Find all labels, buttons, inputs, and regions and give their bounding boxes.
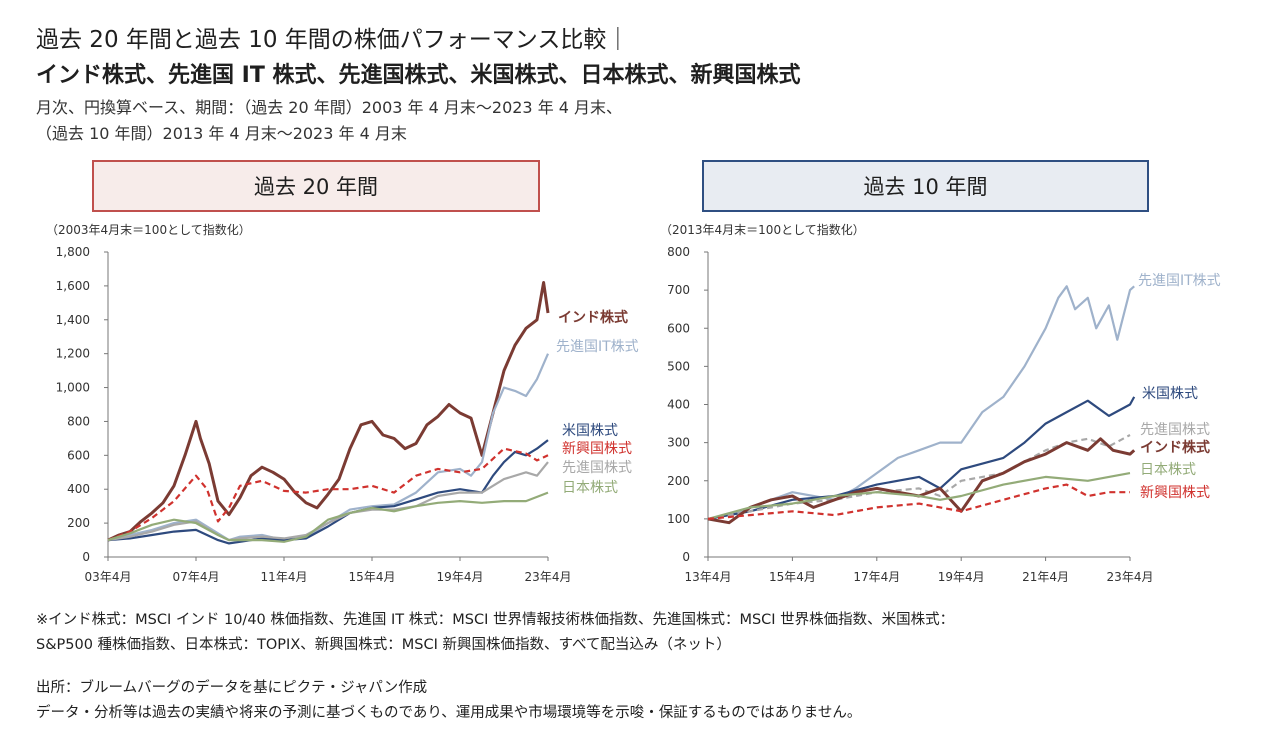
series-line-em <box>707 483 1130 520</box>
footnote-line1: ※インド株式：MSCI インド 10/40 株価指数、先進国 IT 株式：MSC… <box>36 612 955 628</box>
y-tick-label: 300 <box>667 436 690 450</box>
x-tick-label: 23年4月 <box>525 570 572 584</box>
subtitle-line2: （過去 10 年間）2013 年 4 月末～2023 年 4 月末 <box>36 124 407 143</box>
series-label-india: インド株式 <box>1140 439 1210 456</box>
series-label-em: 新興国株式 <box>1140 485 1210 501</box>
y-tick-label: 0 <box>82 550 90 564</box>
y-tick-label: 400 <box>667 398 690 412</box>
x-tick-label: 17年4月 <box>853 570 900 584</box>
panel-title-10y: 過去 10 年間 <box>702 160 1149 212</box>
footnote-line2: S&P500 種株価指数、日本株式：TOPIX、新興国株式：MSCI 新興国株価… <box>36 637 731 653</box>
series-label-developed: 先進国株式 <box>1140 422 1210 438</box>
y-tick-label: 1,800 <box>56 245 90 259</box>
series-line-em <box>107 447 549 542</box>
y-tick-label: 1,200 <box>56 347 90 361</box>
series-label-japan: 日本株式 <box>1140 462 1196 478</box>
panel-title-20y: 過去 20 年間 <box>92 160 540 212</box>
series-label-developed: 先進国株式 <box>562 460 632 476</box>
x-tick-label: 19年4月 <box>938 570 985 584</box>
series-line-developed <box>107 461 549 542</box>
x-tick-label: 03年4月 <box>85 570 132 584</box>
series-label-us: 米国株式 <box>562 423 618 439</box>
x-tick-label: 19年4月 <box>437 570 484 584</box>
disclaimer-note: データ・分析等は過去の実績や将来の予測に基づくものであり、運用成果や市場環境等を… <box>36 705 862 721</box>
y-tick-label: 1,600 <box>56 279 90 293</box>
x-tick-label: 21年4月 <box>1022 570 1069 584</box>
subtitle-line1: 月次、円換算ベース、期間：（過去 20 年間）2003 年 4 月末～2023 … <box>36 98 623 117</box>
series-label-japan: 日本株式 <box>562 480 618 496</box>
series-label-india: インド株式 <box>558 309 628 326</box>
series-label-dev_it: 先進国IT株式 <box>1138 273 1221 289</box>
x-tick-label: 07年4月 <box>173 570 220 584</box>
y-tick-label: 500 <box>667 359 690 373</box>
y-tick-label: 700 <box>667 283 690 297</box>
y-tick-label: 1,400 <box>56 313 90 327</box>
page-title-line1: 過去 20 年間と過去 10 年間の株価パフォーマンス比較｜ <box>36 27 630 53</box>
series-line-japan <box>707 472 1131 520</box>
series-line-us <box>707 396 1136 520</box>
page-title-line2: インド株式、先進国 IT 株式、先進国株式、米国株式、日本株式、新興国株式 <box>36 63 801 88</box>
x-tick-label: 13年4月 <box>685 570 732 584</box>
y-tick-label: 200 <box>667 474 690 488</box>
series-line-dev_it <box>707 285 1135 520</box>
series-line-developed <box>707 434 1131 520</box>
y-tick-label: 600 <box>67 448 90 462</box>
series-line-dev_it <box>107 353 550 542</box>
series-label-em: 新興国株式 <box>562 441 632 457</box>
x-tick-label: 23年4月 <box>1107 570 1154 584</box>
series-line-india <box>107 281 550 542</box>
series-label-dev_it: 先進国IT株式 <box>556 339 639 355</box>
y-tick-label: 1,000 <box>56 381 90 395</box>
index-note: （2013年4月末＝100として指数化） <box>660 222 865 237</box>
y-tick-label: 0 <box>682 550 690 564</box>
x-tick-label: 15年4月 <box>769 570 816 584</box>
y-tick-label: 200 <box>67 516 90 530</box>
y-tick-label: 800 <box>667 245 690 259</box>
x-tick-label: 15年4月 <box>349 570 396 584</box>
y-tick-label: 600 <box>667 321 690 335</box>
y-tick-label: 800 <box>67 414 90 428</box>
source-note: 出所：ブルームバーグのデータを基にピクテ・ジャパン作成 <box>36 680 428 696</box>
series-line-japan <box>107 491 549 543</box>
series-line-india <box>707 437 1136 525</box>
y-tick-label: 400 <box>67 482 90 496</box>
x-tick-label: 11年4月 <box>261 570 308 584</box>
y-tick-label: 100 <box>667 512 690 526</box>
series-label-us: 米国株式 <box>1142 386 1198 402</box>
index-note: （2003年4月末＝100として指数化） <box>46 222 251 237</box>
